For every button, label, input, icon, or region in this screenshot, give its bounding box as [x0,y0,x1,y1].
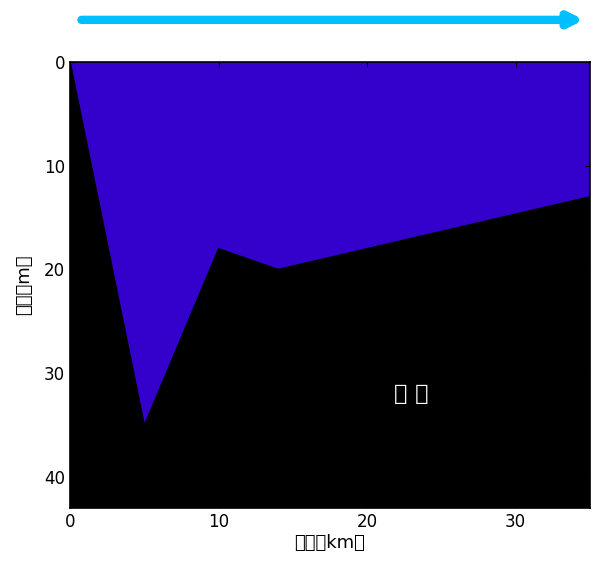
Text: 海 底: 海 底 [394,384,429,404]
Polygon shape [70,62,590,509]
X-axis label: 距離（km）: 距離（km） [295,534,365,552]
Y-axis label: 水深（m）: 水深（m） [15,255,33,315]
